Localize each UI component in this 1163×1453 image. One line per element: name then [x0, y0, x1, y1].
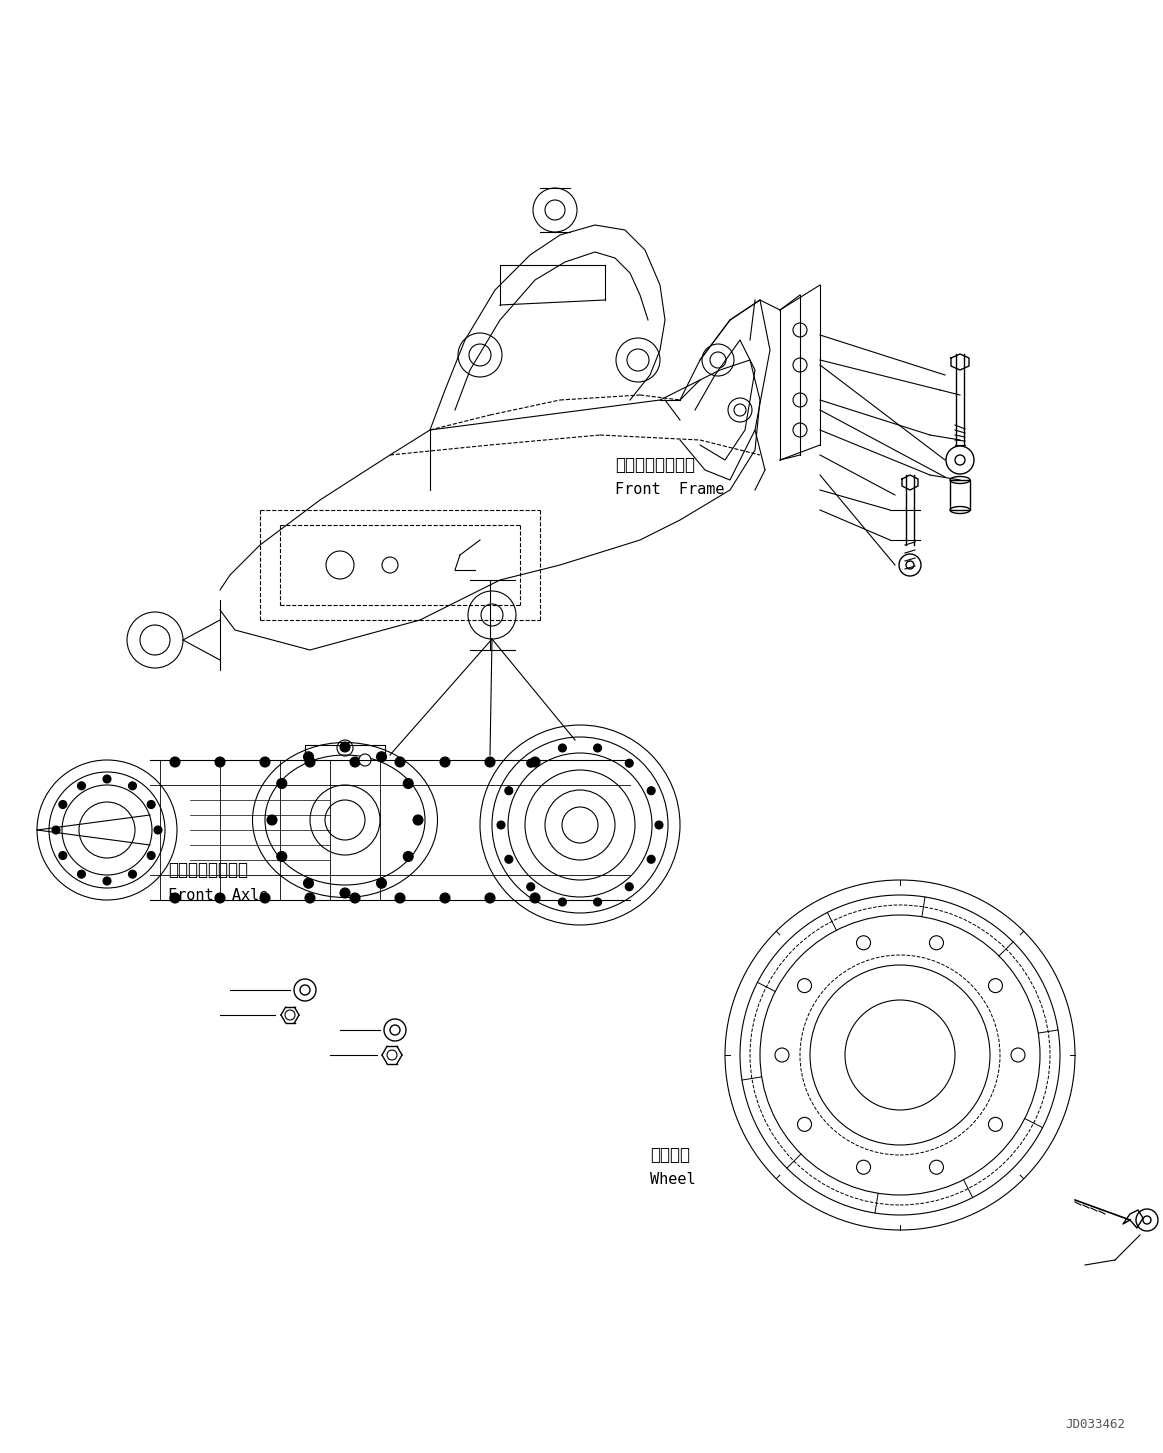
Text: Front  Frame: Front Frame	[615, 482, 725, 497]
Circle shape	[359, 754, 371, 766]
Circle shape	[267, 815, 277, 825]
Text: フロントフレーム: フロントフレーム	[615, 456, 695, 474]
Circle shape	[485, 894, 495, 902]
Circle shape	[104, 878, 110, 885]
Bar	[950, 479, 970, 510]
Circle shape	[215, 757, 224, 767]
Circle shape	[395, 757, 405, 767]
Circle shape	[404, 779, 413, 789]
Circle shape	[154, 825, 162, 834]
Circle shape	[497, 821, 505, 830]
Circle shape	[78, 782, 86, 790]
Circle shape	[104, 774, 110, 783]
Circle shape	[593, 898, 601, 907]
Circle shape	[52, 825, 60, 834]
Circle shape	[148, 801, 155, 808]
Circle shape	[558, 898, 566, 907]
Circle shape	[530, 894, 540, 902]
Circle shape	[626, 760, 634, 767]
Circle shape	[148, 851, 155, 860]
Circle shape	[655, 821, 663, 830]
Circle shape	[395, 894, 405, 902]
Circle shape	[377, 751, 386, 761]
Circle shape	[340, 888, 350, 898]
Circle shape	[277, 851, 287, 862]
Circle shape	[647, 856, 655, 863]
Circle shape	[350, 757, 361, 767]
Circle shape	[350, 894, 361, 902]
Circle shape	[170, 757, 180, 767]
Circle shape	[128, 870, 136, 878]
Text: Wheel: Wheel	[650, 1173, 695, 1187]
Circle shape	[277, 779, 287, 789]
Circle shape	[128, 782, 136, 790]
Circle shape	[261, 757, 270, 767]
Circle shape	[59, 851, 66, 860]
Text: Front  Axle: Front Axle	[167, 888, 269, 902]
Circle shape	[78, 870, 86, 878]
Circle shape	[377, 878, 386, 888]
Text: JD033462: JD033462	[1065, 1418, 1125, 1431]
Circle shape	[261, 894, 270, 902]
Circle shape	[340, 742, 350, 753]
Circle shape	[305, 757, 315, 767]
Circle shape	[527, 760, 535, 767]
Circle shape	[413, 815, 423, 825]
Text: フロントアクスル: フロントアクスル	[167, 862, 248, 879]
Circle shape	[305, 894, 315, 902]
Circle shape	[440, 757, 450, 767]
Circle shape	[626, 883, 634, 891]
Circle shape	[530, 757, 540, 767]
Circle shape	[647, 786, 655, 795]
Circle shape	[505, 786, 513, 795]
Circle shape	[527, 883, 535, 891]
Circle shape	[304, 751, 314, 761]
Circle shape	[215, 894, 224, 902]
Circle shape	[558, 744, 566, 753]
Circle shape	[304, 878, 314, 888]
Circle shape	[593, 744, 601, 753]
Circle shape	[170, 894, 180, 902]
Circle shape	[505, 856, 513, 863]
Circle shape	[485, 757, 495, 767]
Circle shape	[404, 851, 413, 862]
Circle shape	[59, 801, 66, 808]
Circle shape	[440, 894, 450, 902]
Text: ホイール: ホイール	[650, 1146, 690, 1164]
